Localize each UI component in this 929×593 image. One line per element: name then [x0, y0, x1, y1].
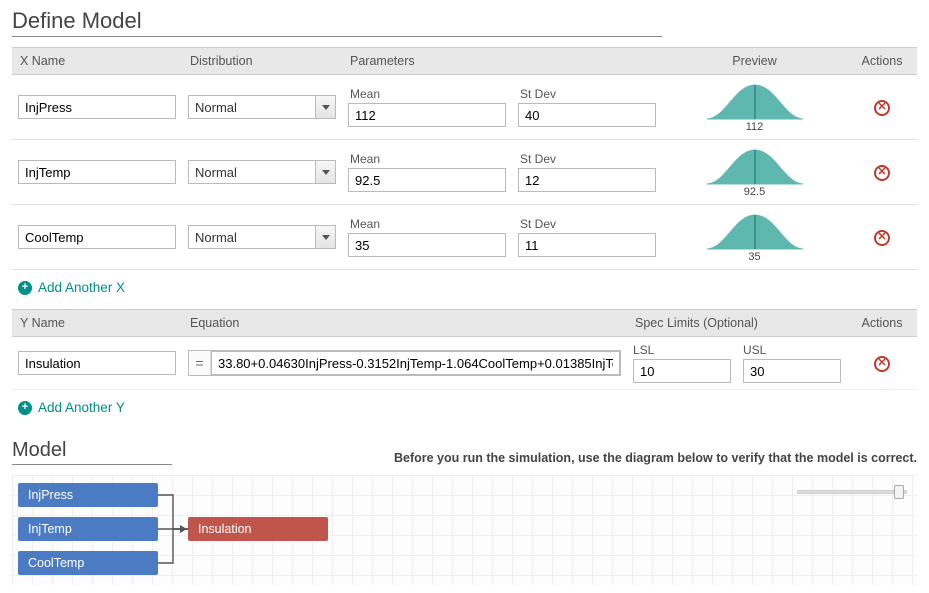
mean-input[interactable]: [348, 103, 506, 127]
stdev-input[interactable]: [518, 168, 656, 192]
preview-cell: 35: [662, 211, 847, 263]
mean-label: Mean: [348, 87, 506, 101]
col-y-actions: Actions: [847, 316, 917, 330]
zoom-track: [797, 490, 907, 494]
chevron-down-icon[interactable]: [315, 161, 335, 183]
delete-x-button[interactable]: ✕: [874, 165, 890, 181]
chevron-down-icon[interactable]: [315, 96, 335, 118]
x-row: Normal Mean St Dev 112 ✕: [12, 75, 917, 140]
x-row: Normal Mean St Dev 92.5 ✕: [12, 140, 917, 205]
preview-value: 35: [748, 251, 760, 263]
y-name-input[interactable]: [18, 351, 176, 375]
add-x-label: Add Another X: [38, 280, 125, 295]
preview-value: 112: [746, 121, 764, 133]
stdev-label: St Dev: [518, 217, 656, 231]
plus-icon: +: [18, 401, 32, 415]
mean-label: Mean: [348, 217, 506, 231]
model-title: Model: [12, 439, 172, 465]
diagram-x-node[interactable]: InjTemp: [18, 517, 158, 541]
define-model-title: Define Model: [12, 8, 662, 37]
mean-input[interactable]: [348, 168, 506, 192]
distribution-value: Normal: [189, 96, 315, 118]
delete-x-button[interactable]: ✕: [874, 100, 890, 116]
diagram-x-node[interactable]: CoolTemp: [18, 551, 158, 575]
diagram-x-node[interactable]: InjPress: [18, 483, 158, 507]
distribution-select[interactable]: Normal: [188, 225, 336, 249]
distribution-value: Normal: [189, 226, 315, 248]
model-diagram[interactable]: InjPress InjTemp CoolTemp Insulation: [12, 475, 917, 585]
x-row: Normal Mean St Dev 35 ✕: [12, 205, 917, 270]
preview-cell: 92.5: [662, 146, 847, 198]
lsl-label: LSL: [633, 343, 731, 357]
preview-cell: 112: [662, 81, 847, 133]
stdev-input[interactable]: [518, 103, 656, 127]
col-parameters: Parameters: [342, 54, 662, 68]
x-name-input[interactable]: [18, 95, 176, 119]
add-another-y-button[interactable]: + Add Another Y: [18, 400, 125, 415]
equation-input-wrap[interactable]: =: [188, 350, 621, 376]
stdev-input[interactable]: [518, 233, 656, 257]
chevron-down-icon[interactable]: [315, 226, 335, 248]
preview-value: 92.5: [744, 186, 765, 198]
col-y-name: Y Name: [12, 316, 182, 330]
x-name-input[interactable]: [18, 160, 176, 184]
plus-icon: +: [18, 281, 32, 295]
usl-label: USL: [743, 343, 841, 357]
mean-input[interactable]: [348, 233, 506, 257]
usl-input[interactable]: [743, 359, 841, 383]
y-row: = LSL USL ✕: [12, 337, 917, 390]
zoom-slider[interactable]: [797, 485, 907, 499]
col-actions: Actions: [847, 54, 917, 68]
col-spec: Spec Limits (Optional): [627, 316, 847, 330]
zoom-thumb[interactable]: [894, 485, 904, 499]
col-x-name: X Name: [12, 54, 182, 68]
delete-y-button[interactable]: ✕: [874, 356, 890, 372]
distribution-select[interactable]: Normal: [188, 95, 336, 119]
stdev-label: St Dev: [518, 87, 656, 101]
col-distribution: Distribution: [182, 54, 342, 68]
col-preview: Preview: [662, 54, 847, 68]
diagram-y-node[interactable]: Insulation: [188, 517, 328, 541]
stdev-label: St Dev: [518, 152, 656, 166]
add-another-x-button[interactable]: + Add Another X: [18, 280, 125, 295]
y-headers-row: Y Name Equation Spec Limits (Optional) A…: [12, 309, 917, 337]
mean-label: Mean: [348, 152, 506, 166]
x-headers-row: X Name Distribution Parameters Preview A…: [12, 47, 917, 75]
x-name-input[interactable]: [18, 225, 176, 249]
equals-icon: =: [189, 351, 211, 375]
distribution-value: Normal: [189, 161, 315, 183]
equation-input[interactable]: [211, 351, 620, 375]
model-hint-text: Before you run the simulation, use the d…: [172, 451, 917, 465]
col-equation: Equation: [182, 316, 627, 330]
add-y-label: Add Another Y: [38, 400, 125, 415]
lsl-input[interactable]: [633, 359, 731, 383]
distribution-select[interactable]: Normal: [188, 160, 336, 184]
delete-x-button[interactable]: ✕: [874, 230, 890, 246]
